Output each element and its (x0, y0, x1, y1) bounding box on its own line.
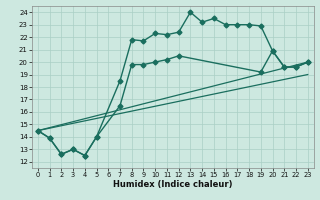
X-axis label: Humidex (Indice chaleur): Humidex (Indice chaleur) (113, 180, 233, 189)
